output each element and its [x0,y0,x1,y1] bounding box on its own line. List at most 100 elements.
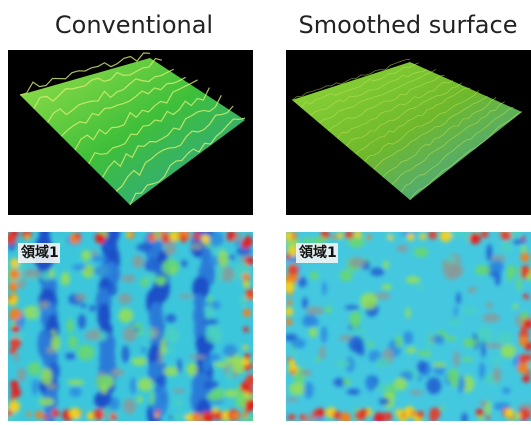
map-blob [338,335,353,342]
map-blob [496,332,514,345]
map-blob [243,236,253,247]
map-blob [136,243,153,252]
map-blob [244,353,251,360]
map-blob [9,308,22,321]
map-blob [131,357,147,366]
map-blob [208,232,224,248]
map-blob [39,307,54,316]
map-blob [344,232,354,239]
map-blob [433,334,445,345]
map-blob [405,276,421,284]
map-blob [10,337,21,349]
map-blob [442,258,448,270]
map-blob [49,268,55,278]
map-blob [520,265,531,276]
map-blob [33,310,39,315]
map-blob [224,389,239,398]
map-blob [290,414,296,420]
surface-ridge [355,87,471,155]
map-blob [188,354,207,360]
map-blob [490,259,505,274]
map-blob [249,414,253,421]
map-blob [333,377,347,387]
map-blob [512,303,519,309]
map-blob [372,292,391,300]
surface-ridge [60,76,186,137]
map-blob [288,382,306,396]
map-blob [190,242,203,251]
label-box [18,243,60,263]
map-blob [23,268,41,278]
panel-title: Smoothed surface [299,11,518,39]
map-blob [504,408,515,418]
map-blob [91,255,108,263]
map-blob [308,327,318,338]
map-blob [446,336,457,342]
map-blob [481,340,486,358]
map-blob [522,319,527,324]
surface-ridge [291,58,411,101]
map-blob [65,352,76,360]
map-blob [303,313,317,326]
map-blob [67,379,85,386]
map-blob [468,286,478,292]
map-blob [309,271,319,280]
map-blob [474,265,491,276]
map-blob [137,377,154,392]
surface-ridge [46,68,175,123]
map-blob [486,302,493,309]
map-blob [231,411,240,420]
map-blob [178,294,194,299]
map-blob [381,284,392,290]
map-blob [131,255,145,269]
map-blob [349,311,361,328]
map-blob [479,400,488,408]
map-blob [406,232,415,241]
map-blob [140,331,155,337]
map-blob [500,232,512,241]
map-blob [123,398,137,415]
map-blob [161,234,170,244]
map-blob [365,376,376,392]
map-blob [325,306,332,314]
map-blob [77,313,86,330]
map-blob [179,235,188,243]
map-blob [121,274,136,283]
map-blob [85,330,101,341]
map-blob [247,387,253,395]
map-blob [142,341,147,348]
map-blob [299,369,312,376]
map-blob [286,281,295,294]
map-blob [302,296,308,310]
map-blob [486,243,493,262]
map-blob [205,325,223,344]
map-blob [8,281,18,292]
map-blob [38,397,55,406]
map-blob [348,336,365,353]
map-blob [109,396,120,411]
map-blob [456,292,461,305]
map-blob [8,294,18,306]
map-blob [521,236,526,241]
map-blob [208,295,214,303]
map-blob [203,380,219,390]
map-blob [46,347,57,354]
map-blob [457,375,466,394]
map-blob [13,352,19,363]
map-blob [81,250,91,262]
map-blob [485,414,490,420]
map-blob [219,266,235,282]
map-blob [10,258,20,268]
map-blob [163,327,180,344]
map-blob [148,234,153,239]
map-blob [313,409,319,415]
map-blob [10,380,19,389]
map-blob [440,405,445,411]
map-blob [402,331,414,345]
map-blob [35,410,44,420]
map-blob [373,412,385,421]
surface-ridge [74,79,198,151]
map-blob [80,303,87,308]
map-blob [96,375,112,390]
map-blob [321,232,327,238]
